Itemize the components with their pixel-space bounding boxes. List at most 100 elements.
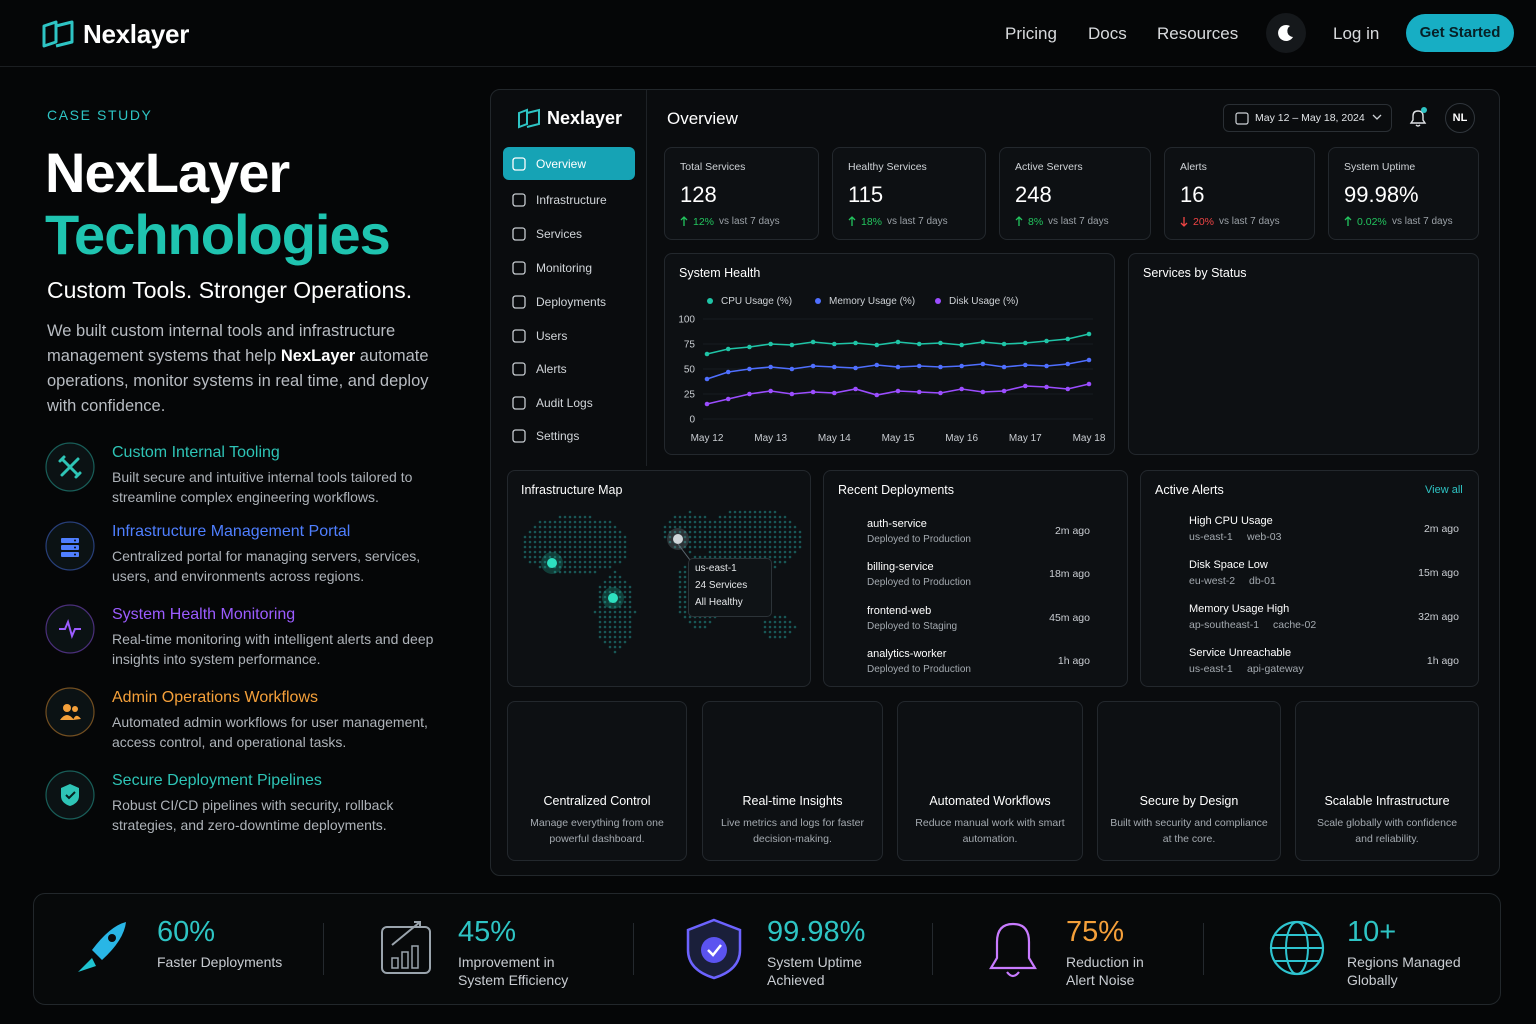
moon-shape xyxy=(1278,24,1293,41)
kpi-change: 18% xyxy=(861,216,883,228)
description: We built custom internal tools and infra… xyxy=(47,319,442,419)
icon-shape xyxy=(512,362,526,376)
feature-icon xyxy=(45,604,95,654)
menu-item[interactable]: Audit Logs xyxy=(536,396,593,410)
menu-item[interactable]: Infrastructure xyxy=(536,193,607,207)
tooltip-line: us-east-1 xyxy=(695,563,737,574)
alert-host: web-03 xyxy=(1247,531,1282,543)
icon-shape xyxy=(63,704,71,712)
alert-time: 2m ago xyxy=(1423,523,1459,535)
kpi-change: 12% xyxy=(693,216,715,228)
menu-icon xyxy=(512,429,526,443)
menu-item[interactable]: Deployments xyxy=(536,295,607,309)
map-tooltip xyxy=(688,558,772,617)
alert-time: 1h ago xyxy=(1426,655,1459,667)
stat-divider xyxy=(633,923,634,975)
menu-icon xyxy=(512,362,526,376)
alert-host: cache-02 xyxy=(1273,619,1317,631)
kpi-note: vs last 7 days xyxy=(1219,216,1280,227)
feature-card xyxy=(1097,701,1281,861)
stat-value: 99.98% xyxy=(767,916,866,948)
deploy-name: frontend-web xyxy=(867,604,932,617)
menu-icon xyxy=(512,157,526,171)
menu-item[interactable]: Settings xyxy=(536,429,580,443)
date-picker[interactable] xyxy=(1223,104,1392,132)
icon-glyph xyxy=(61,538,79,557)
theme-toggle[interactable] xyxy=(1266,13,1306,53)
icon-shape xyxy=(1235,112,1249,125)
description-text: We built custom internal tools and infra… xyxy=(47,322,396,365)
alert-title: High CPU Usage xyxy=(1189,515,1273,527)
feature-card xyxy=(897,701,1083,861)
icon-shape xyxy=(65,791,76,800)
menu-item[interactable]: Overview xyxy=(536,157,587,171)
kpi-note: vs last 7 days xyxy=(1048,216,1109,227)
icon-shape xyxy=(1180,217,1188,227)
stat-value: 10+ xyxy=(1347,916,1397,948)
deploy-target: Deployed to Production xyxy=(867,577,971,589)
nav-link[interactable]: Resources xyxy=(1157,24,1239,43)
avatar[interactable]: NL xyxy=(1445,103,1475,133)
stat-label: Regions Managed xyxy=(1347,954,1461,970)
feature-card xyxy=(1295,701,1479,861)
description-text: automate operations, monitor systems in … xyxy=(47,347,429,415)
card-text: Manage everything from one powerful dash… xyxy=(530,817,664,845)
legend-label: Disk Usage (%) xyxy=(949,296,1019,307)
alert-time: 32m ago xyxy=(1418,611,1459,623)
trend-arrow xyxy=(1344,216,1352,226)
kpi-card xyxy=(832,147,986,240)
card-title: Scalable Infrastructure xyxy=(1324,794,1450,808)
feature-title: Admin Operations Workflows xyxy=(112,689,318,706)
icon-glyph xyxy=(61,784,79,806)
icon-shape xyxy=(58,455,82,479)
icon-shape xyxy=(1015,216,1023,226)
kpi-value: 128 xyxy=(680,182,717,207)
feature-icon xyxy=(45,442,95,492)
kpi-value: 115 xyxy=(848,182,884,207)
menu-item[interactable]: Users xyxy=(536,329,568,343)
menu-item[interactable]: Monitoring xyxy=(536,261,593,275)
icon-shape xyxy=(512,396,526,410)
chart-card xyxy=(664,253,1115,455)
feature-title: Infrastructure Management Portal xyxy=(112,523,351,540)
brand[interactable]: Nexlayer xyxy=(83,19,190,49)
deploy-target: Deployed to Staging xyxy=(867,620,958,632)
chevron-icon xyxy=(1372,114,1382,120)
hero-title: NexLayer xyxy=(45,141,290,204)
stat-divider xyxy=(932,923,933,975)
alert-region: us-east-1 xyxy=(1189,531,1233,543)
view-all-link[interactable]: View all xyxy=(1425,484,1463,496)
stat-value: 75% xyxy=(1066,916,1125,948)
card-text: Built with security and compliance at th… xyxy=(1110,817,1268,845)
alert-host: api-gateway xyxy=(1247,663,1304,675)
nav-link[interactable]: Docs xyxy=(1088,24,1127,43)
menu-icon xyxy=(512,396,526,410)
hero-title-accent: Technologies xyxy=(45,203,391,266)
icon-shape xyxy=(512,329,526,343)
cta-button[interactable]: Get Started xyxy=(1406,14,1514,52)
login-link[interactable]: Log in xyxy=(1333,24,1380,43)
dash-logo-icon xyxy=(518,108,540,129)
kpi-note: vs last 7 days xyxy=(719,216,780,227)
page-title: Overview xyxy=(667,109,738,128)
trend-arrow xyxy=(1180,217,1188,227)
stat-label: Reduction in xyxy=(1066,954,1144,970)
moon-icon xyxy=(1278,24,1293,41)
feature-text: Automated admin workflows for user manag… xyxy=(112,714,428,750)
menu-icon xyxy=(512,329,526,343)
kpi-card xyxy=(1328,147,1479,240)
deploy-target: Deployed to Production xyxy=(867,663,971,675)
kpi-card xyxy=(664,147,819,240)
nav-link[interactable]: Pricing xyxy=(1005,24,1057,43)
icon-shape xyxy=(512,295,526,309)
deploy-time: 18m ago xyxy=(1049,568,1090,581)
menu-item[interactable]: Alerts xyxy=(536,362,567,376)
icon-shape xyxy=(1409,110,1427,127)
icon-shape xyxy=(74,546,76,549)
card-title: Centralized Control xyxy=(543,794,651,808)
feature-icon xyxy=(45,521,95,571)
menu-item[interactable]: Services xyxy=(536,227,583,241)
tooltip-line: All Healthy xyxy=(695,597,743,608)
logo-icon xyxy=(42,20,74,48)
